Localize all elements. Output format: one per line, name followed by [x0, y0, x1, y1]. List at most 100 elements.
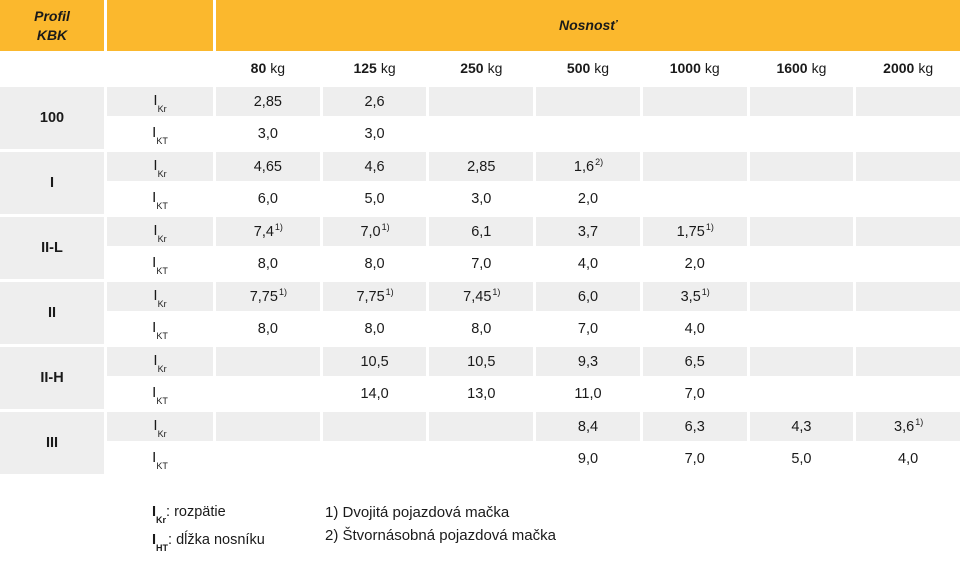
subrow-label-cell: IKr: [107, 152, 213, 183]
capacity-column-header: 125 kg: [322, 51, 427, 85]
row-symbol-label: IKr: [153, 287, 167, 309]
row-symbol-label: IKT: [152, 449, 168, 471]
notes-list: 1) Dvojitá pojazdová mačka 2) Štvornásobn…: [325, 501, 556, 557]
subrow-label-cell: IKT: [107, 248, 213, 279]
capacity-unit: kg: [704, 60, 720, 76]
value-cell: 3,0: [322, 118, 427, 149]
value-cell: [749, 347, 854, 378]
value-cell: 8,0: [429, 313, 534, 344]
value-cell: [749, 183, 854, 214]
row-symbol-label: IKr: [153, 92, 167, 114]
capacity-unit: kg: [380, 60, 396, 76]
profile-cell: II-L: [0, 217, 104, 279]
row-symbol-label: IKT: [152, 254, 168, 276]
value-cell: [856, 152, 960, 183]
value-cell: [216, 347, 320, 378]
symbol-legend: IKr: rozpätie IHT: dĺžka nosníku: [152, 501, 325, 557]
value-cell: [536, 87, 640, 118]
value-cell: 7,0: [536, 313, 640, 344]
capacity-column-header: 80 kg: [216, 51, 320, 85]
capacity-header-label: Nosnosť: [558, 17, 618, 34]
value-cell: 5,0: [322, 183, 427, 214]
value-cell: 4,0: [856, 443, 960, 474]
value-cell: 2,85: [429, 152, 534, 183]
value-cell: 8,0: [322, 248, 427, 279]
value-cell: [429, 118, 534, 149]
capacity-value: 250: [460, 60, 484, 76]
value-cell: 7,0: [429, 248, 534, 279]
value-cell: [749, 217, 854, 248]
value-cell: 11,0: [536, 378, 640, 409]
value-cell: [749, 152, 854, 183]
value-cell: 1,75 1): [642, 217, 747, 248]
capacity-unit: kg: [811, 60, 827, 76]
subrow-label-cell: IKT: [107, 183, 213, 214]
value-cell: [642, 183, 747, 214]
capacity-value: 500: [566, 60, 591, 76]
value-cell: 3,5 1): [642, 282, 747, 313]
value-cell: [856, 282, 960, 313]
capacity-header-cell: Nosnosť: [216, 0, 960, 51]
value-cell: 9,3: [536, 347, 640, 378]
value-cell: [749, 378, 854, 409]
value-cell: [856, 378, 960, 409]
value-cell: 6,0: [536, 282, 640, 313]
row-symbol-label: IKr: [153, 417, 167, 439]
legend-line: IKr: rozpätie: [152, 504, 226, 525]
capacity-column-header: 1600 kg: [749, 51, 854, 85]
subrow-label-cell: IKT: [107, 118, 213, 149]
value-cell: [536, 118, 640, 149]
value-cell: 13,0: [429, 378, 534, 409]
value-cell: [322, 412, 427, 443]
value-cell: 2,6: [322, 87, 427, 118]
note-line: 2) Štvornásobná pojazdová mačka: [325, 527, 556, 544]
capacity-column-header: 1000 kg: [642, 51, 747, 85]
value-cell: [749, 282, 854, 313]
value-cell: 2,0: [642, 248, 747, 279]
value-cell: [322, 443, 427, 474]
value-cell: [749, 118, 854, 149]
capacity-value: 1000: [669, 60, 701, 76]
value-cell: 1,6 2): [536, 152, 640, 183]
value-cell: 7,0 1): [322, 217, 427, 248]
value-cell: 9,0: [536, 443, 640, 474]
profile-block: II-H IKr 10,5 10,5 9,3 6,5 IKT 14,0 13,0 11,0 7,0: [0, 347, 960, 409]
value-cell: 2,0: [536, 183, 640, 214]
value-cell: 6,0: [216, 183, 320, 214]
profile-block: III IKr 8,4 6,3 4,3 3,6 1) IKT 9,0 7,0 5,0 4,0: [0, 412, 960, 474]
profile-cell: II: [0, 282, 104, 344]
profile-cell: 100: [0, 87, 104, 149]
profile-cell: II-H: [0, 347, 104, 409]
subrow-label-cell: IKT: [107, 443, 213, 474]
value-cell: [642, 152, 747, 183]
profile-block: I IKr 4,65 4,6 2,85 1,6 2) IKT 6,0 5,0 3,0 2,0: [0, 152, 960, 214]
value-cell: 10,5: [429, 347, 534, 378]
value-cell: 8,0: [216, 248, 320, 279]
table-header-band: Profil KBK Nosnosť: [0, 0, 960, 51]
value-cell: [856, 313, 960, 344]
table-body: 100 IKr 2,85 2,6 IKT 3,0 3,0 I IKr 4,65 4,6 2,85 1,6…: [0, 87, 960, 474]
row-symbol-label: IKT: [152, 384, 168, 406]
capacity-column-header: 2000 kg: [856, 51, 960, 85]
value-cell: 8,4: [536, 412, 640, 443]
value-cell: 8,0: [322, 313, 427, 344]
profile-block: II IKr 7,75 1) 7,75 1) 7,45 1) 6,0 3,5 1) IKT 8,0 8,0…: [0, 282, 960, 344]
value-cell: [429, 412, 534, 443]
value-cell: [429, 87, 534, 118]
value-cell: 8,0: [216, 313, 320, 344]
profile-block: 100 IKr 2,85 2,6 IKT 3,0 3,0: [0, 87, 960, 149]
subrow-label-cell: IKr: [107, 282, 213, 313]
value-cell: 3,0: [216, 118, 320, 149]
value-cell: 3,6 1): [856, 412, 960, 443]
value-cell: [642, 87, 747, 118]
value-cell: 4,0: [536, 248, 640, 279]
value-cell: 4,65: [216, 152, 320, 183]
value-cell: 6,3: [642, 412, 747, 443]
value-cell: [856, 183, 960, 214]
value-cell: 7,45 1): [429, 282, 534, 313]
capacity-column-header: 500 kg: [536, 51, 640, 85]
profile-header-cell: Profil KBK: [0, 0, 104, 51]
value-cell: [749, 248, 854, 279]
value-cell: [856, 248, 960, 279]
subrow-label-cell: IKr: [107, 412, 213, 443]
